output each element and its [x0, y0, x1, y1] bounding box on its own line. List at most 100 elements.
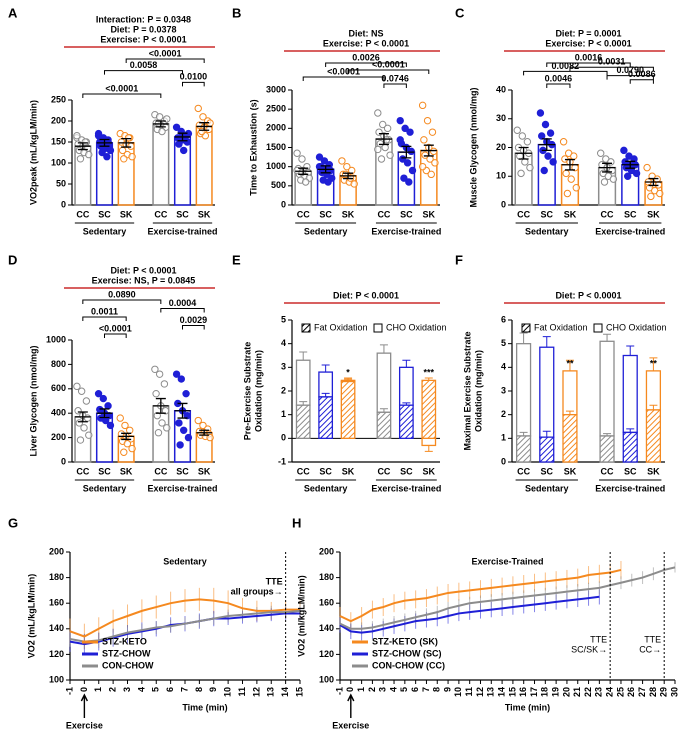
y-tick-label: 0 [61, 199, 66, 209]
x-tick-label: SK [423, 466, 436, 476]
significance-bracket [302, 76, 385, 81]
data-point [563, 189, 572, 198]
x-tick-label: -1 [64, 687, 74, 695]
x-tick-label: 0 [79, 687, 89, 692]
legend-swatch [373, 323, 383, 333]
data-point [549, 158, 557, 166]
y-tick-label: 160 [319, 598, 334, 608]
x-tick-label: 14 [496, 687, 506, 697]
significance-bracket [182, 325, 205, 330]
bar [152, 123, 170, 206]
data-point [379, 120, 387, 129]
x-tick-label: 10 [223, 687, 233, 697]
event-arrow [347, 693, 355, 718]
error-bar [118, 137, 134, 148]
significance-bracket [125, 58, 205, 63]
fat-bar [562, 414, 578, 463]
x-tick-label: 16 [518, 687, 528, 697]
x-tick-label: SC [176, 209, 189, 219]
x-tick-label: 6 [165, 687, 175, 692]
significance-label: 0.0082 [552, 61, 580, 71]
data-point [120, 448, 128, 456]
error-bar [542, 336, 551, 348]
y-tick-label: 0 [281, 199, 286, 209]
x-tick-label: 28 [648, 687, 658, 697]
x-axis-label: Time (min) [182, 702, 227, 712]
data-point [106, 146, 115, 155]
y-tick-label: 140 [319, 623, 334, 633]
x-tick-label: 0 [345, 687, 355, 692]
x-tick-label: SK [120, 209, 133, 219]
error-bar [538, 138, 556, 152]
y-axis-label: Maximal Exercise Substrate [462, 331, 472, 450]
x-tick-label: 29 [659, 687, 669, 697]
data-point [83, 414, 92, 422]
error-bar [196, 429, 212, 436]
data-point [182, 389, 190, 398]
x-tick-label: 10 [453, 687, 463, 697]
y-tick-label: 3000 [266, 84, 286, 94]
data-point [536, 109, 545, 117]
data-point [199, 421, 207, 430]
cho-bar [515, 343, 532, 437]
stats-text: Diet: P < 0.0001 [110, 265, 176, 275]
panel-letter: B [232, 5, 241, 20]
data-point [523, 138, 532, 146]
y-tick-label: 200 [319, 546, 334, 556]
group-label: Exercise-trained [595, 483, 665, 493]
y-axis-label: Time to Exhaustion (s) [248, 99, 258, 195]
significance-bracket [82, 316, 127, 321]
y-axis-label: Oxidation (mg/min) [253, 350, 263, 432]
y-tick-label: 160 [49, 598, 64, 608]
x-tick-label: 14 [280, 687, 290, 697]
significance-bracket [629, 79, 654, 84]
data-point [172, 370, 181, 378]
y-tick-label: 120 [319, 649, 334, 659]
data-point [123, 440, 132, 448]
stats-text: Diet: P = 0.0378 [110, 24, 176, 34]
fat-bar [340, 380, 356, 439]
data-point [429, 147, 438, 156]
x-tick-label: 12 [251, 687, 261, 697]
error-bar [75, 142, 91, 151]
data-point [400, 174, 408, 182]
y-tick-label: 10 [496, 171, 506, 181]
fat-bar [421, 379, 437, 439]
fat-bar [599, 435, 615, 463]
series-line [69, 609, 301, 643]
x-tick-label: 1 [356, 687, 366, 692]
significance-star: ** [650, 358, 658, 368]
data-point [383, 124, 392, 133]
y-tick-label: 30 [496, 113, 506, 123]
y-tick-label: 1000 [46, 334, 66, 344]
data-point [609, 175, 618, 183]
significance-label: 0.0890 [108, 289, 136, 299]
y-axis-label: Muscle Glycogen (nmol/mg) [468, 87, 478, 207]
error-bar [519, 431, 528, 436]
data-point [73, 382, 81, 391]
significance-star: *** [424, 368, 435, 378]
significance-star: * [346, 368, 350, 378]
y-tick-label: 180 [319, 572, 334, 582]
data-point [343, 162, 351, 171]
legend-label: STZ-CHOW [102, 648, 151, 658]
group-label: Exercise-trained [595, 226, 665, 236]
significance-bracket [182, 81, 205, 87]
y-tick-label: 50 [56, 178, 66, 188]
error-bar [118, 432, 134, 441]
x-tick-label: CC [601, 466, 614, 476]
data-point [94, 389, 103, 398]
x-tick-label: CC [297, 466, 310, 476]
data-point [350, 180, 358, 188]
data-point [338, 157, 346, 165]
data-point [94, 132, 103, 140]
error-bar [420, 144, 437, 157]
x-tick-label: 6 [410, 687, 420, 692]
group-label: Sedentary [304, 226, 348, 236]
stats-text: Exercise: P < 0.0001 [545, 38, 631, 48]
y-tick-label: 250 [51, 94, 66, 104]
y-tick-label: 1000 [266, 161, 286, 171]
panel-letter: A [8, 5, 18, 20]
data-point [151, 365, 159, 373]
cho-bar [421, 437, 437, 447]
